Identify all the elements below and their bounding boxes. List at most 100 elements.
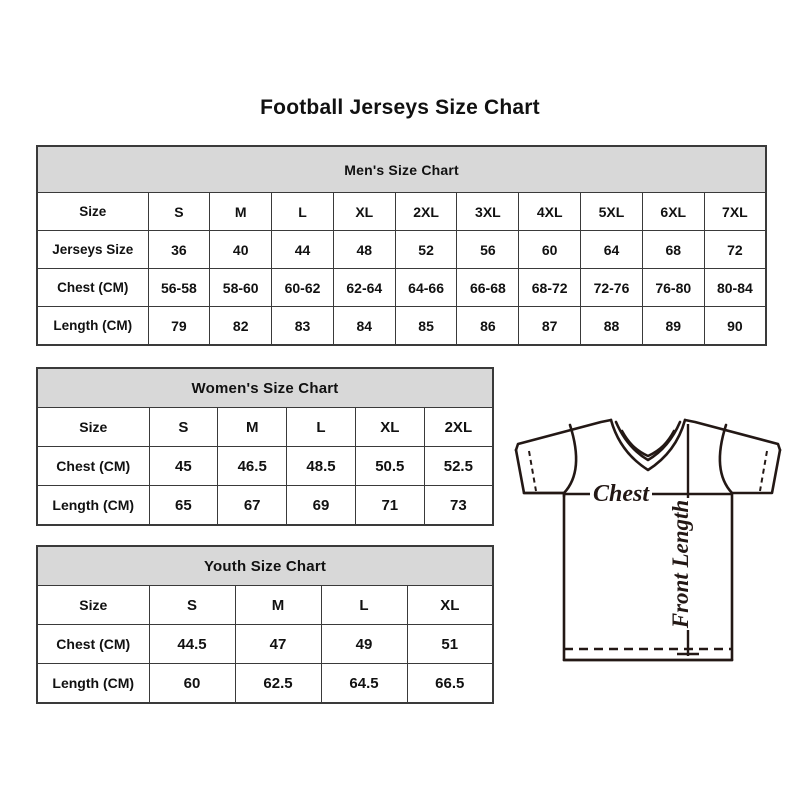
table-row: Chest (CM) 45 46.5 48.5 50.5 52.5 — [36, 446, 494, 486]
table-cell: 40 — [209, 230, 273, 269]
column-header-3xl: 3XL — [456, 192, 520, 231]
table-cell: 90 — [703, 306, 767, 346]
table-header-row: Size S M L XL — [36, 585, 494, 625]
table-cell: 71 — [354, 485, 425, 526]
youth-table-caption: Youth Size Chart — [36, 545, 494, 586]
table-cell: 66-68 — [456, 268, 520, 307]
table-cell: 82 — [209, 306, 273, 346]
column-header-l: L — [320, 585, 408, 625]
womens-size-chart-table: Women's Size Chart Size S M L XL 2XL Che… — [36, 367, 495, 526]
column-header-m: M — [234, 585, 322, 625]
table-cell: 44.5 — [148, 624, 236, 664]
table-cell: 47 — [234, 624, 322, 664]
column-header-m: M — [217, 407, 288, 447]
table-cell: 49 — [320, 624, 408, 664]
column-header-s: S — [148, 585, 236, 625]
table-row: Jerseys Size 36 40 44 48 52 56 60 64 68 … — [36, 230, 767, 269]
front-length-measure-line — [677, 424, 699, 656]
table-cell: 52 — [394, 230, 458, 269]
table-cell: 86 — [456, 306, 520, 346]
table-cell: 68-72 — [518, 268, 582, 307]
table-cell: 68 — [641, 230, 705, 269]
table-row: Length (CM) 60 62.5 64.5 66.5 — [36, 663, 494, 704]
row-label-length: Length (CM) — [36, 306, 149, 346]
column-header-size: Size — [36, 192, 149, 231]
table-cell: 72-76 — [580, 268, 643, 307]
mens-size-chart-table: Men's Size Chart Size S M L XL 2XL 3XL 4… — [36, 145, 768, 346]
jersey-measurement-diagram: Chest Front Length — [498, 398, 798, 693]
table-caption-row: Men's Size Chart — [36, 145, 767, 193]
table-cell: 62.5 — [234, 663, 322, 704]
table-caption-row: Youth Size Chart — [36, 545, 494, 586]
column-header-xl: XL — [354, 407, 425, 447]
table-header-row: Size S M L XL 2XL 3XL 4XL 5XL 6XL 7XL — [36, 192, 767, 231]
column-header-6xl: 6XL — [641, 192, 705, 231]
column-header-m: M — [209, 192, 273, 231]
row-label-jerseys-size: Jerseys Size — [36, 230, 149, 269]
womens-table-caption: Women's Size Chart — [36, 367, 494, 408]
table-cell: 64.5 — [320, 663, 408, 704]
table-cell: 36 — [147, 230, 211, 269]
row-label-chest: Chest (CM) — [36, 268, 149, 307]
table-cell: 72 — [703, 230, 767, 269]
table-cell: 87 — [518, 306, 582, 346]
chest-dimension-label: Chest — [593, 481, 650, 507]
youth-size-chart-table: Youth Size Chart Size S M L XL Chest (CM… — [36, 545, 495, 704]
table-cell: 80-84 — [703, 268, 767, 307]
row-label-chest: Chest (CM) — [36, 624, 150, 664]
front-length-dimension-label: Front Length — [668, 500, 693, 629]
table-cell: 76-80 — [641, 268, 705, 307]
table-cell: 89 — [641, 306, 705, 346]
page-title: Football Jerseys Size Chart — [260, 96, 540, 119]
jersey-outline-icon — [514, 418, 782, 662]
row-label-chest: Chest (CM) — [36, 446, 150, 486]
table-cell: 48 — [332, 230, 396, 269]
table-cell: 66.5 — [406, 663, 494, 704]
column-header-size: Size — [36, 585, 150, 625]
table-cell: 60 — [148, 663, 236, 704]
row-label-length: Length (CM) — [36, 485, 150, 526]
table-cell: 73 — [423, 485, 494, 526]
table-cell: 62-64 — [332, 268, 396, 307]
table-cell: 58-60 — [209, 268, 273, 307]
table-cell: 60 — [518, 230, 582, 269]
table-cell: 88 — [580, 306, 643, 346]
column-header-7xl: 7XL — [703, 192, 767, 231]
table-cell: 84 — [332, 306, 396, 346]
row-label-length: Length (CM) — [36, 663, 150, 704]
table-cell: 85 — [394, 306, 458, 346]
column-header-4xl: 4XL — [518, 192, 582, 231]
column-header-l: L — [286, 407, 356, 447]
table-cell: 64 — [580, 230, 643, 269]
table-cell: 46.5 — [217, 446, 288, 486]
table-cell: 45 — [148, 446, 219, 486]
table-cell: 51 — [406, 624, 494, 664]
table-cell: 64-66 — [394, 268, 458, 307]
table-cell: 69 — [286, 485, 356, 526]
table-cell: 44 — [271, 230, 334, 269]
table-cell: 56-58 — [147, 268, 211, 307]
table-row: Chest (CM) 44.5 47 49 51 — [36, 624, 494, 664]
table-cell: 60-62 — [271, 268, 334, 307]
mens-table-caption: Men's Size Chart — [36, 145, 767, 193]
table-cell: 65 — [148, 485, 219, 526]
column-header-size: Size — [36, 407, 150, 447]
table-caption-row: Women's Size Chart — [36, 367, 494, 408]
column-header-s: S — [148, 407, 219, 447]
column-header-5xl: 5XL — [580, 192, 643, 231]
table-cell: 83 — [271, 306, 334, 346]
column-header-xl: XL — [332, 192, 396, 231]
table-row: Chest (CM) 56-58 58-60 60-62 62-64 64-66… — [36, 268, 767, 307]
table-cell: 79 — [147, 306, 211, 346]
table-cell: 50.5 — [354, 446, 425, 486]
table-cell: 56 — [456, 230, 520, 269]
column-header-s: S — [147, 192, 211, 231]
column-header-l: L — [271, 192, 334, 231]
column-header-xl: XL — [406, 585, 494, 625]
table-header-row: Size S M L XL 2XL — [36, 407, 494, 447]
table-cell: 52.5 — [423, 446, 494, 486]
table-row: Length (CM) 79 82 83 84 85 86 87 88 89 9… — [36, 306, 767, 346]
table-cell: 67 — [217, 485, 288, 526]
sleeve-cuff-stitch-icon — [528, 450, 768, 492]
column-header-2xl: 2XL — [423, 407, 494, 447]
